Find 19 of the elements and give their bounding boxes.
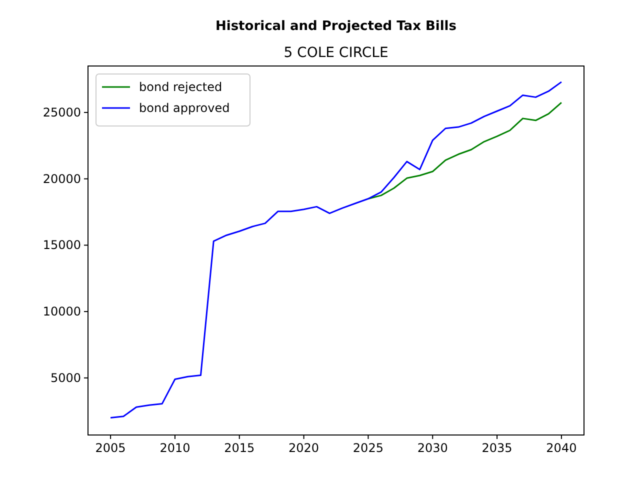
y-tick-label: 20000	[42, 172, 81, 186]
chart-subtitle: 5 COLE CIRCLE	[284, 45, 388, 61]
y-tick-label: 5000	[50, 370, 81, 385]
x-tick-label: 2025	[352, 441, 384, 455]
line-series	[367, 102, 562, 200]
x-tick-label: 2030	[417, 441, 448, 455]
legend-label: bond rejected	[139, 80, 222, 94]
y-tick-label: 10000	[42, 304, 81, 319]
line-series	[110, 81, 562, 418]
x-tick-label: 2010	[160, 441, 190, 455]
x-tick-label: 2035	[482, 441, 512, 455]
x-tick-label: 2005	[95, 441, 126, 455]
x-tick-label: 2015	[224, 441, 255, 455]
x-tick-label: 2020	[288, 441, 320, 455]
legend-label: bond approved	[139, 101, 230, 115]
chart-title: Historical and Projected Tax Bills	[215, 19, 457, 34]
y-tick-label: 25000	[42, 105, 81, 120]
x-tick-label: 2040	[546, 441, 577, 455]
y-tick-label: 15000	[42, 238, 81, 252]
